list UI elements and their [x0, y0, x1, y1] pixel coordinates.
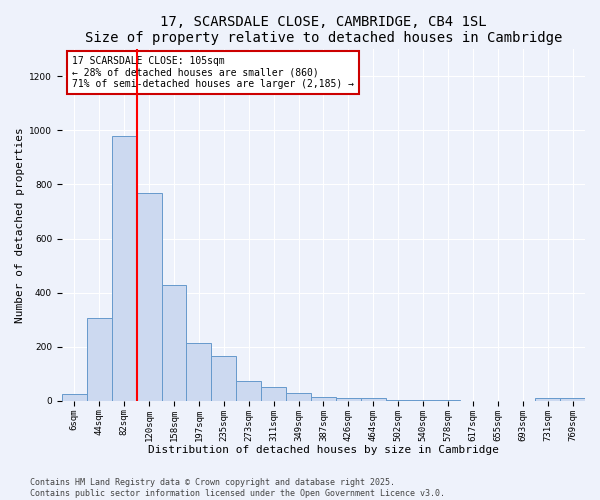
Bar [161, 284, 187, 401]
Y-axis label: Number of detached properties: Number of detached properties [15, 127, 25, 323]
Bar [236, 380, 261, 401]
Bar [560, 398, 585, 401]
Text: 17 SCARSDALE CLOSE: 105sqm
← 28% of detached houses are smaller (860)
71% of sem: 17 SCARSDALE CLOSE: 105sqm ← 28% of deta… [73, 56, 355, 90]
Bar [386, 400, 410, 401]
Bar [87, 318, 112, 401]
Bar [261, 388, 286, 401]
Title: 17, SCARSDALE CLOSE, CAMBRIDGE, CB4 1SL
Size of property relative to detached ho: 17, SCARSDALE CLOSE, CAMBRIDGE, CB4 1SL … [85, 15, 562, 45]
Bar [112, 136, 137, 401]
Bar [311, 397, 336, 401]
Bar [211, 356, 236, 401]
Bar [62, 394, 87, 401]
Bar [410, 400, 436, 401]
Bar [187, 343, 211, 401]
Bar [137, 192, 161, 401]
X-axis label: Distribution of detached houses by size in Cambridge: Distribution of detached houses by size … [148, 445, 499, 455]
Bar [535, 398, 560, 401]
Bar [286, 393, 311, 401]
Text: Contains HM Land Registry data © Crown copyright and database right 2025.
Contai: Contains HM Land Registry data © Crown c… [30, 478, 445, 498]
Bar [336, 398, 361, 401]
Bar [361, 398, 386, 401]
Bar [436, 400, 460, 401]
